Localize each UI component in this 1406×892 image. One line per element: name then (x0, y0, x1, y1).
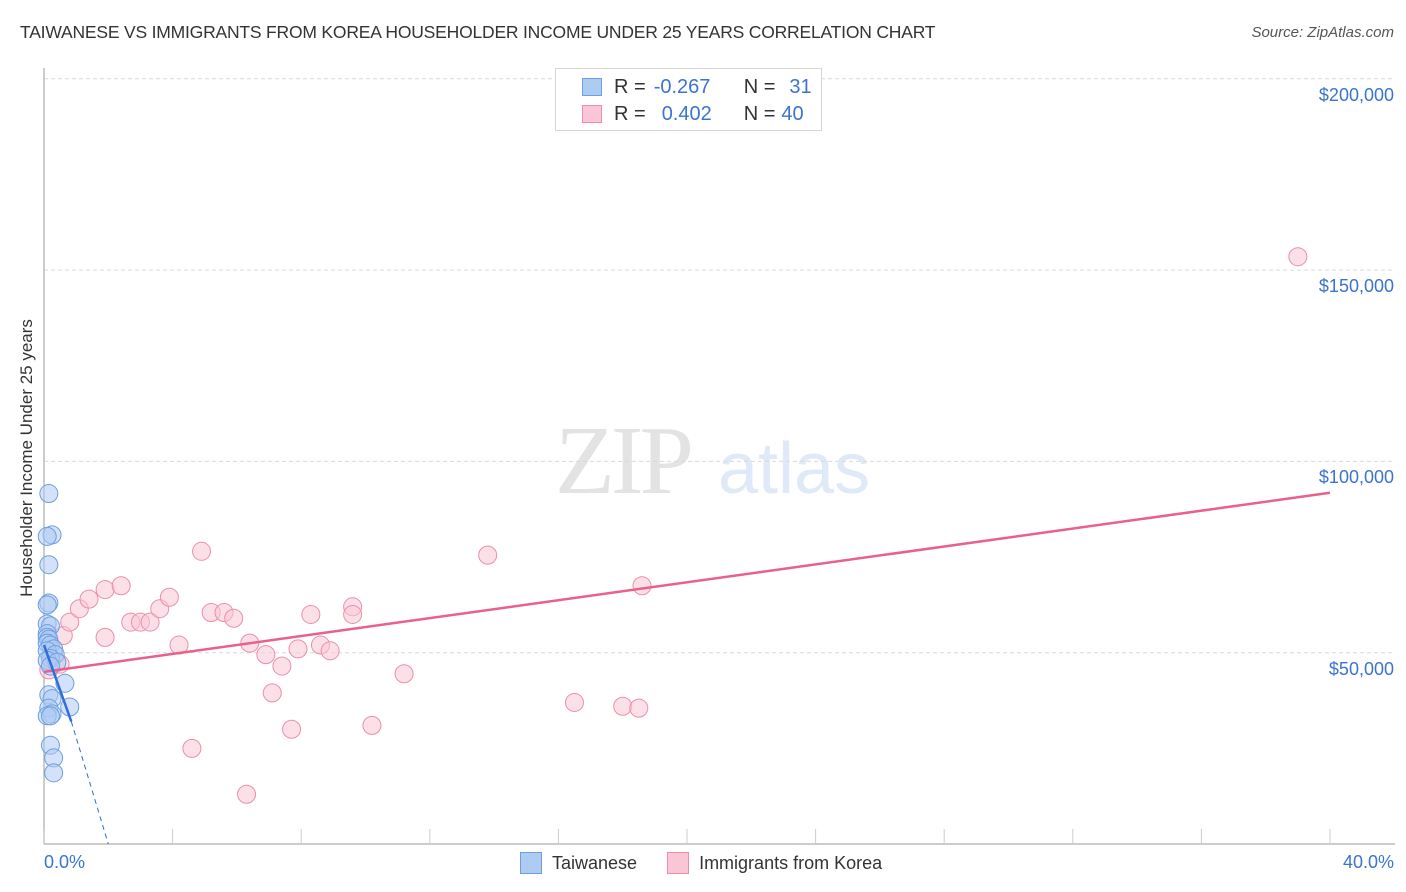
korea-point (95, 627, 115, 647)
korea-trendline (43, 491, 1331, 674)
x-tick-min: 0.0% (44, 852, 86, 872)
taiwanese-point (37, 526, 57, 546)
n-label: N = (743, 102, 776, 125)
taiwanese-point (40, 706, 60, 726)
source-label: Source: ZipAtlas.com (1251, 24, 1394, 41)
taiwanese-swatch-icon (520, 852, 542, 874)
n-value-korea: 40 (781, 102, 804, 125)
korea-point (320, 641, 340, 661)
korea-swatch-icon (582, 105, 602, 123)
korea-point (237, 784, 257, 804)
taiwanese-point (37, 595, 57, 615)
r-label: R = (614, 102, 646, 125)
korea-point (613, 696, 633, 716)
legend-item-korea[interactable]: Immigrants from Korea (667, 852, 882, 874)
korea-point (282, 719, 302, 739)
taiwanese-point (39, 555, 59, 575)
taiwanese-trendline (42, 644, 73, 722)
legend-row-korea: R = 0.402 N = 40 (582, 102, 804, 126)
y-tick-100000: $100,000 (1318, 467, 1394, 487)
korea-point (394, 664, 414, 684)
r-value-taiwanese: -0.267 (653, 75, 711, 98)
correlation-legend: R = -0.267 N = 31 R = 0.402 N = 40 (555, 68, 822, 131)
taiwanese-point (44, 763, 64, 783)
korea-point (632, 576, 652, 596)
korea-point (362, 715, 382, 735)
korea-point (262, 683, 282, 703)
korea-point (343, 604, 363, 624)
legend-label-korea: Immigrants from Korea (699, 852, 883, 873)
korea-point (159, 587, 179, 607)
korea-point (79, 589, 99, 609)
n-label: N = (743, 75, 776, 98)
korea-point (272, 656, 292, 676)
korea-point (301, 604, 321, 624)
korea-point (60, 612, 80, 632)
series-legend: Taiwanese Immigrants from Korea (520, 852, 912, 874)
korea-swatch-icon (667, 852, 690, 874)
r-value-korea: 0.402 (661, 102, 712, 125)
y-axis-label: Householder Income Under 25 years (17, 319, 36, 597)
korea-point (95, 580, 115, 600)
korea-point (288, 639, 308, 659)
chart-title: TAIWANESE VS IMMIGRANTS FROM KOREA HOUSE… (20, 22, 936, 42)
korea-point (629, 698, 649, 718)
n-value-taiwanese: 31 (789, 75, 812, 98)
taiwanese-swatch-icon (582, 78, 602, 96)
korea-point (192, 541, 212, 561)
y-tick-50000: $50,000 (1328, 659, 1394, 679)
korea-point (111, 576, 131, 596)
korea-point (224, 608, 244, 628)
legend-row-taiwanese: R = -0.267 N = 31 (582, 75, 812, 99)
x-tick-max: 40.0% (1342, 852, 1394, 872)
y-tick-150000: $150,000 (1318, 276, 1394, 296)
korea-point (478, 545, 498, 565)
y-tick-200000: $200,000 (1318, 85, 1394, 105)
taiwanese-trendline-extension (70, 721, 109, 845)
r-label: R = (614, 75, 646, 98)
legend-label-taiwanese: Taiwanese (552, 852, 638, 873)
watermark-atlas: atlas (718, 429, 871, 509)
legend-item-taiwanese[interactable]: Taiwanese (520, 852, 637, 874)
korea-point (140, 612, 160, 632)
korea-point (1288, 247, 1308, 267)
korea-point (564, 692, 584, 712)
korea-point (256, 645, 276, 665)
korea-point (182, 738, 202, 758)
taiwanese-point (39, 484, 59, 504)
